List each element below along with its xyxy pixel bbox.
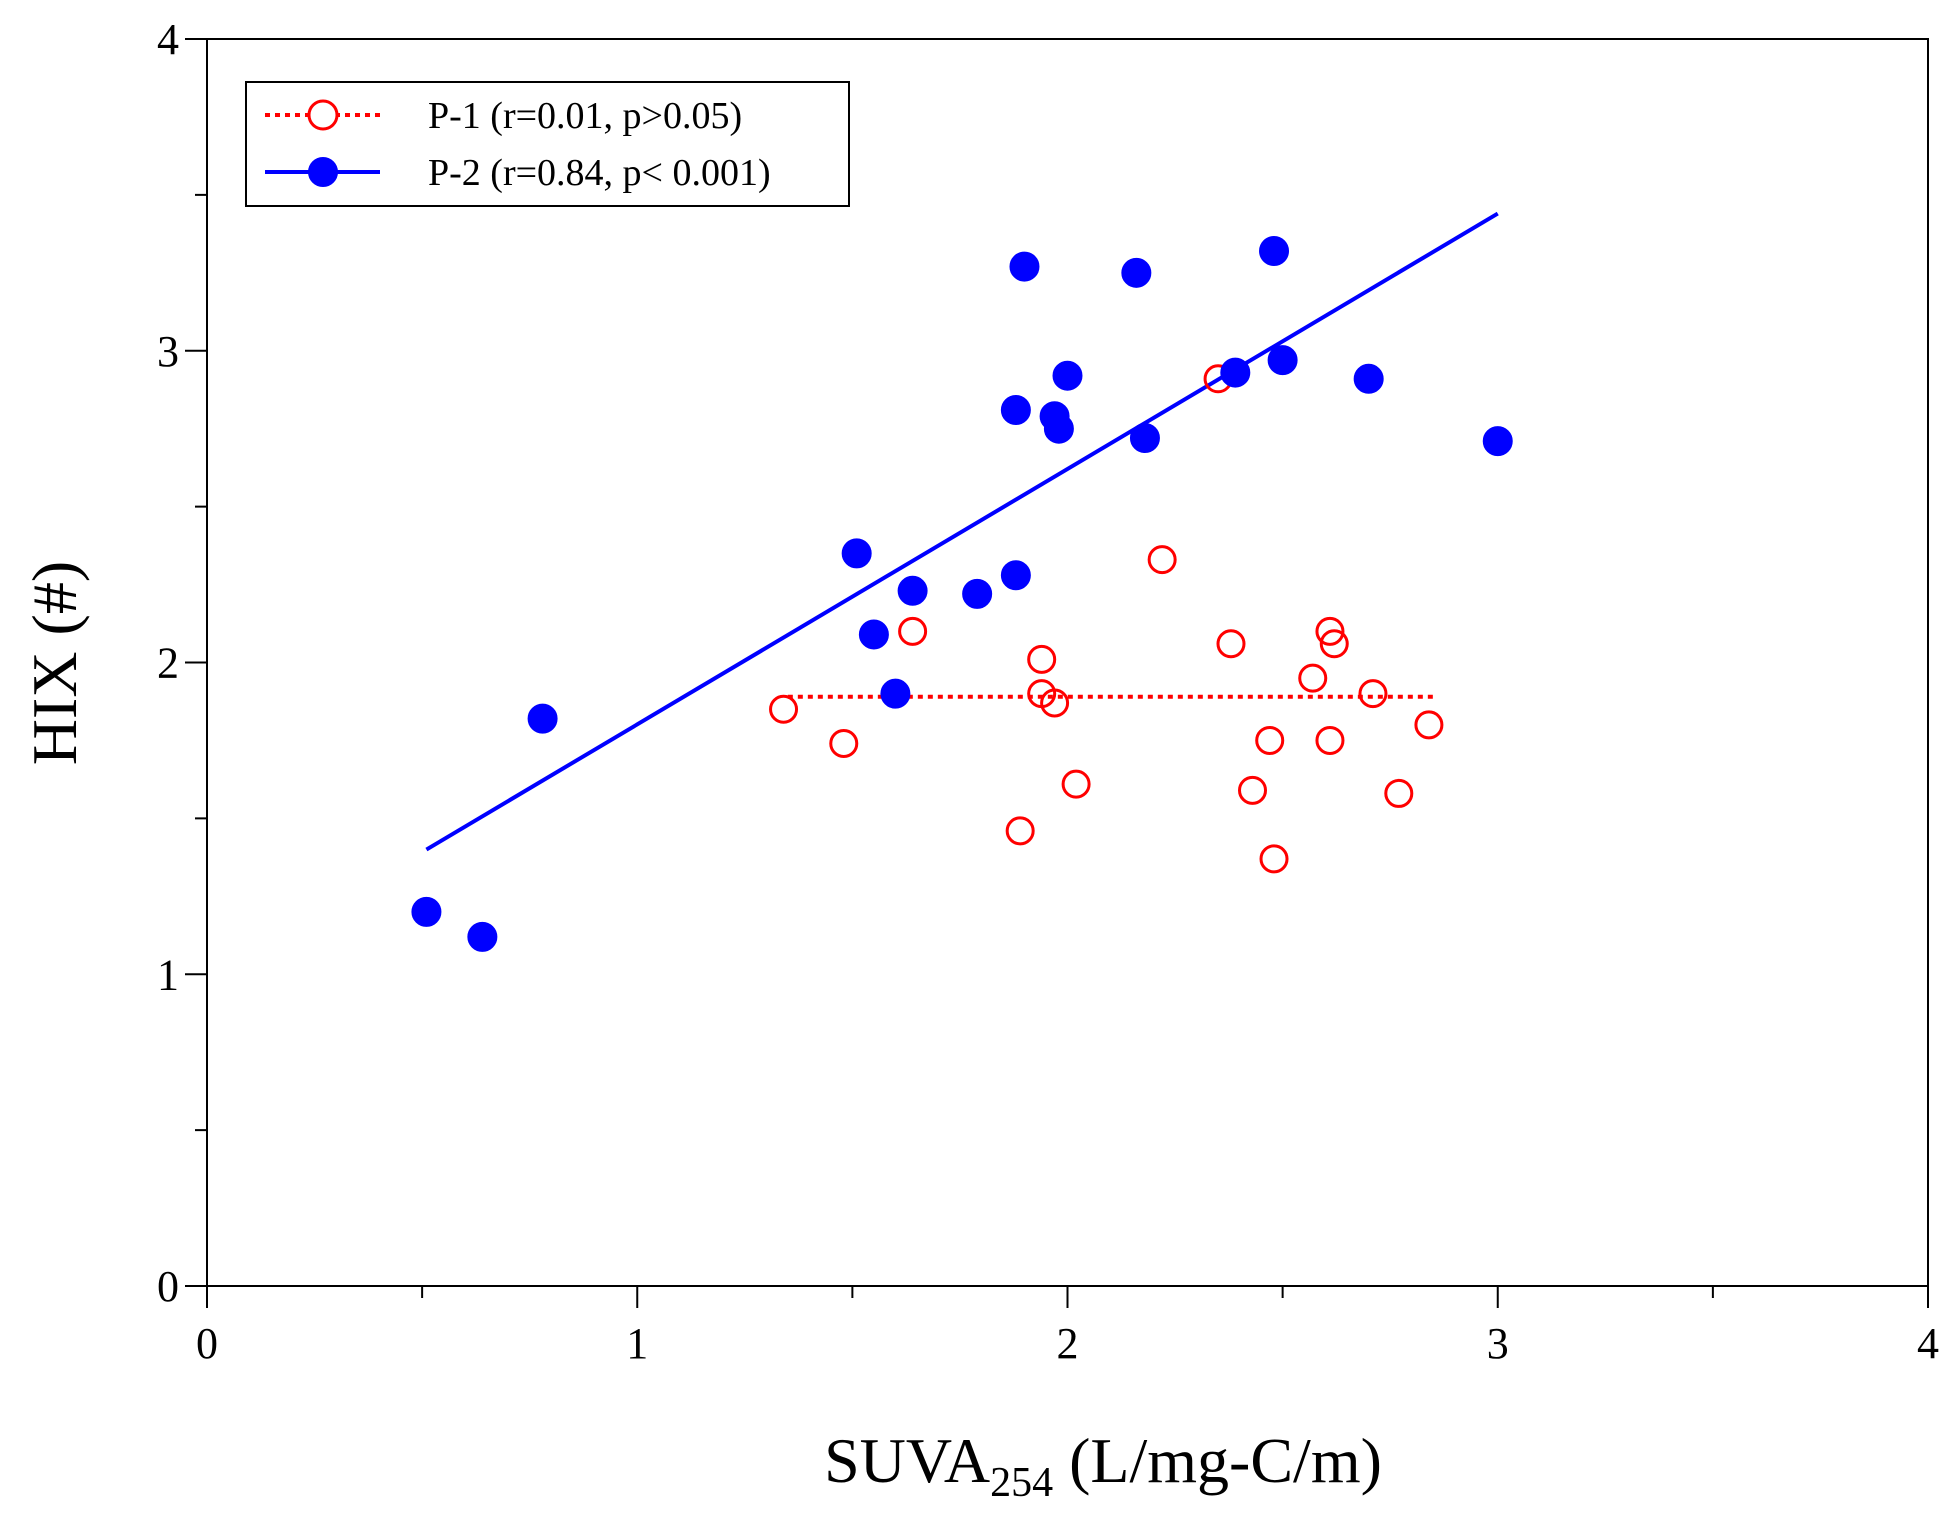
point-series-2: [1052, 360, 1083, 391]
point-series-1: [1040, 688, 1070, 718]
point-series-1: [1298, 663, 1328, 693]
point-series-1: [1005, 816, 1035, 846]
point-series-1: [1147, 545, 1177, 575]
y-axis-title: HIX (#): [19, 561, 90, 765]
point-series-2: [1259, 235, 1290, 266]
x-tick-label: 1: [626, 1319, 648, 1368]
y-tick-label: 1: [157, 950, 179, 999]
point-series-1: [1319, 629, 1349, 659]
x-tick-label: 4: [1917, 1319, 1939, 1368]
point-series-1: [829, 729, 859, 759]
axis-ticks: 0 1 2 3 4 0 1 2 3 4: [157, 15, 1939, 1368]
data-points: [411, 235, 1513, 952]
point-series-1: [1061, 769, 1091, 799]
point-series-1: [1216, 629, 1246, 659]
x-axis-title: SUVA254 (L/mg-C/m): [824, 1425, 1382, 1506]
x-axis-title-main: SUVA: [824, 1425, 990, 1496]
point-series-2: [1482, 426, 1513, 457]
point-series-1: [898, 616, 928, 646]
point-series-2: [1009, 251, 1040, 282]
point-series-2: [411, 896, 442, 927]
point-series-2: [962, 578, 993, 609]
y-tick-label: 2: [157, 639, 179, 688]
point-series-1: [1414, 710, 1444, 740]
point-series-2: [1220, 357, 1251, 388]
point-series-2: [1043, 413, 1074, 444]
point-series-1: [1384, 778, 1414, 808]
legend: P-1 (r=0.01, p>0.05) P-2 (r=0.84, p< 0.0…: [245, 81, 850, 207]
point-series-2: [1000, 560, 1031, 591]
x-tick-label: 3: [1487, 1319, 1509, 1368]
point-series-2: [841, 538, 872, 569]
legend-p1-label: P-1 (r=0.01, p>0.05): [428, 95, 742, 137]
y-tick-label: 0: [157, 1262, 179, 1311]
legend-box: [245, 81, 850, 207]
point-series-1: [1259, 844, 1289, 874]
x-axis-title-unit: (L/mg-C/m): [1053, 1425, 1382, 1496]
plot-frame: [206, 38, 1929, 1287]
point-series-2: [1129, 423, 1160, 454]
y-tick-label: 4: [157, 15, 179, 64]
fit-lines: [425, 211, 1499, 852]
point-series-1: [1315, 725, 1345, 755]
point-series-2: [880, 678, 911, 709]
fit-line-series-2: [425, 211, 1499, 852]
point-series-1: [1315, 616, 1345, 646]
legend-p2-marker: [308, 157, 338, 187]
point-series-1: [769, 694, 799, 724]
x-tick-label: 0: [196, 1319, 218, 1368]
point-series-2: [1353, 363, 1384, 394]
point-series-1: [1027, 644, 1057, 674]
x-axis-title-subscript: 254: [990, 1460, 1053, 1506]
point-series-2: [1267, 345, 1298, 376]
point-series-2: [858, 619, 889, 650]
point-series-2: [527, 703, 558, 734]
point-series-1: [1358, 679, 1388, 709]
point-series-2: [1121, 257, 1152, 288]
x-tick-label: 2: [1057, 1319, 1079, 1368]
y-tick-label: 3: [157, 327, 179, 376]
legend-p2-label: P-2 (r=0.84, p< 0.001): [428, 152, 771, 194]
point-series-1: [1238, 775, 1268, 805]
point-series-1: [1255, 725, 1285, 755]
point-series-2: [897, 575, 928, 606]
legend-p1-marker: [307, 99, 339, 131]
point-series-2: [467, 921, 498, 952]
point-series-2: [1000, 394, 1031, 425]
